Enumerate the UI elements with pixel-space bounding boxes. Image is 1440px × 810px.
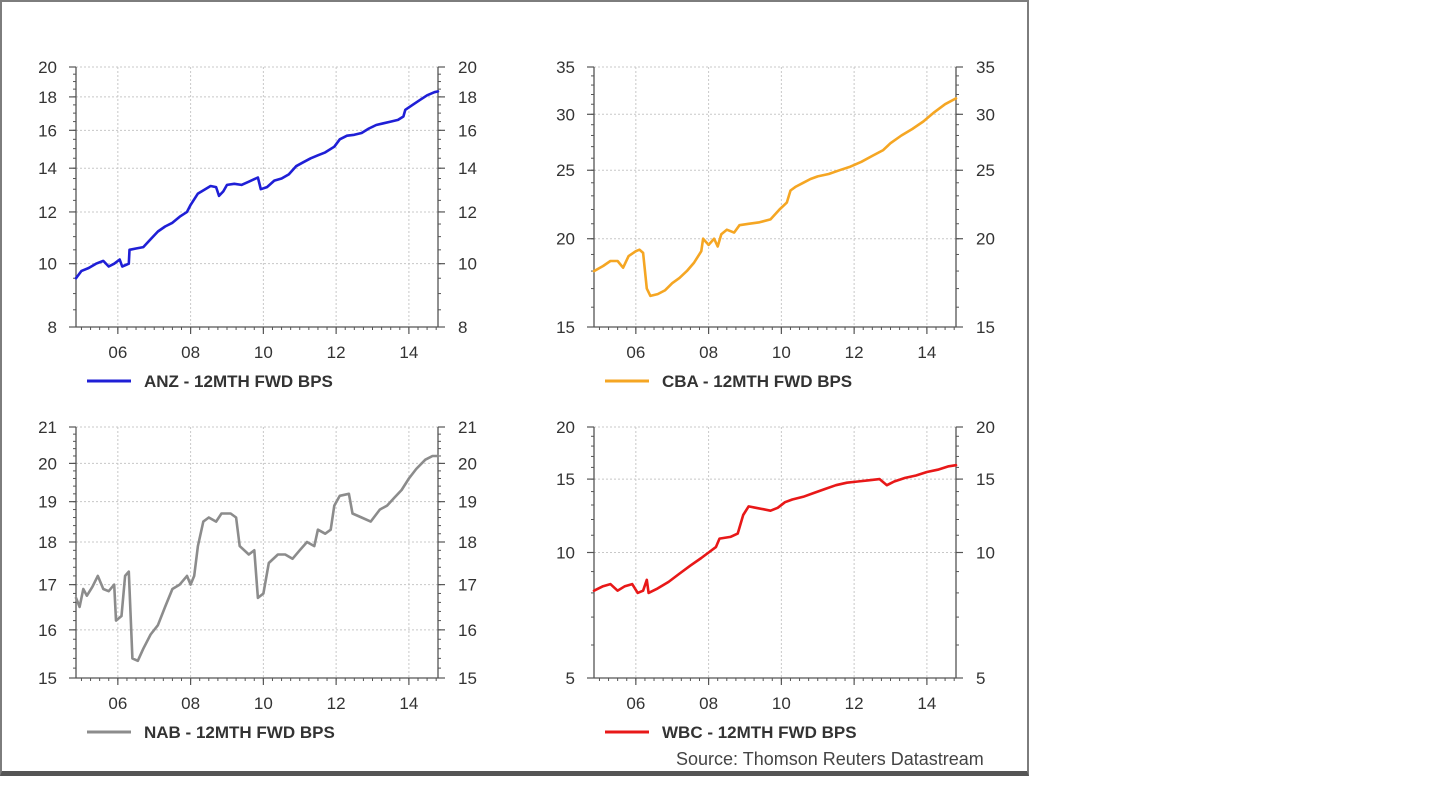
y-tick-label-left: 20 <box>38 454 57 473</box>
y-tick-label-left: 20 <box>556 230 575 249</box>
y-tick-label-left: 12 <box>38 203 57 222</box>
y-tick-label-left: 16 <box>38 121 57 140</box>
charts-canvas: 8 8 10 10 12 12 14 14 16 16 18 18 20 20 06 08 10 12 14 ANZ … <box>38 58 995 742</box>
y-tick-label-left: 10 <box>556 544 575 563</box>
y-tick-label-left: 8 <box>48 318 57 337</box>
legend-label: CBA - 12MTH FWD BPS <box>662 372 852 391</box>
chart-frame <box>0 0 1029 776</box>
legend-label: ANZ - 12MTH FWD BPS <box>144 372 333 391</box>
y-tick-label-left: 5 <box>566 669 575 688</box>
y-tick-label-right: 20 <box>976 230 995 249</box>
x-tick-label: 10 <box>254 343 273 362</box>
x-tick-label: 12 <box>845 343 864 362</box>
x-tick-label: 12 <box>327 343 346 362</box>
y-tick-label-left: 20 <box>556 418 575 437</box>
y-tick-label-right: 16 <box>458 121 477 140</box>
series-line-nab <box>74 454 440 663</box>
x-tick-label: 10 <box>772 343 791 362</box>
y-tick-label-left: 18 <box>38 533 57 552</box>
y-tick-label-left: 18 <box>38 88 57 107</box>
y-tick-label-left: 15 <box>556 318 575 337</box>
x-tick-label: 08 <box>699 694 718 713</box>
x-tick-label: 14 <box>917 343 936 362</box>
y-tick-label-right: 10 <box>458 255 477 274</box>
x-tick-label: 14 <box>917 694 936 713</box>
x-tick-label: 14 <box>399 694 418 713</box>
source-note: Source: Thomson Reuters Datastream <box>676 749 984 769</box>
y-tick-label-right: 8 <box>458 318 467 337</box>
y-tick-label-right: 14 <box>458 159 477 178</box>
series-line-wbc <box>592 463 958 595</box>
legend-label: WBC - 12MTH FWD BPS <box>662 723 857 742</box>
x-tick-label: 08 <box>181 694 200 713</box>
y-tick-label-right: 18 <box>458 533 477 552</box>
y-tick-label-right: 18 <box>458 88 477 107</box>
y-tick-label-right: 12 <box>458 203 477 222</box>
y-tick-label-right: 35 <box>976 58 995 77</box>
x-tick-label: 12 <box>327 694 346 713</box>
chart-panel-wbc: 5 5 10 10 15 15 20 20 06 08 10 12 14 WBC - 12MTH FWD … <box>556 418 995 742</box>
y-tick-label-right: 20 <box>976 418 995 437</box>
x-tick-label: 06 <box>626 694 645 713</box>
y-tick-label-left: 35 <box>556 58 575 77</box>
y-tick-label-right: 20 <box>458 454 477 473</box>
series-line-anz <box>74 90 440 280</box>
x-tick-label: 08 <box>181 343 200 362</box>
y-tick-label-left: 17 <box>38 576 57 595</box>
y-tick-label-right: 15 <box>458 669 477 688</box>
y-tick-label-right: 19 <box>458 493 477 512</box>
series-line-cba <box>592 97 958 298</box>
x-tick-label: 06 <box>108 694 127 713</box>
y-tick-label-left: 20 <box>38 58 57 77</box>
y-tick-label-left: 25 <box>556 161 575 180</box>
y-tick-label-left: 10 <box>38 255 57 274</box>
x-tick-label: 06 <box>626 343 645 362</box>
y-tick-label-right: 21 <box>458 418 477 437</box>
y-tick-label-right: 16 <box>458 621 477 640</box>
y-tick-label-right: 15 <box>976 318 995 337</box>
y-tick-label-right: 30 <box>976 105 995 124</box>
y-tick-label-left: 14 <box>38 159 57 178</box>
x-tick-label: 08 <box>699 343 718 362</box>
x-tick-label: 12 <box>845 694 864 713</box>
y-tick-label-right: 10 <box>976 544 995 563</box>
x-tick-label: 06 <box>108 343 127 362</box>
y-tick-label-left: 15 <box>556 470 575 489</box>
y-tick-label-right: 20 <box>458 58 477 77</box>
y-tick-label-left: 19 <box>38 493 57 512</box>
chart-panel-anz: 8 8 10 10 12 12 14 14 16 16 18 18 20 20 06 08 10 12 14 ANZ … <box>38 58 477 391</box>
x-tick-label: 10 <box>772 694 791 713</box>
y-tick-label-left: 30 <box>556 105 575 124</box>
chart-panel-nab: 15 15 16 16 17 17 18 18 19 19 20 20 21 21 06 08 10 12 14 NA… <box>38 418 477 742</box>
legend-label: NAB - 12MTH FWD BPS <box>144 723 335 742</box>
y-tick-label-left: 15 <box>38 669 57 688</box>
y-tick-label-right: 15 <box>976 470 995 489</box>
y-tick-label-left: 16 <box>38 621 57 640</box>
y-tick-label-left: 21 <box>38 418 57 437</box>
x-tick-label: 14 <box>399 343 418 362</box>
x-tick-label: 10 <box>254 694 273 713</box>
y-tick-label-right: 25 <box>976 161 995 180</box>
y-tick-label-right: 5 <box>976 669 985 688</box>
chart-panel-cba: 15 15 20 20 25 25 30 30 35 35 06 08 10 12 14 CBA - 12MT… <box>556 58 995 391</box>
y-tick-label-right: 17 <box>458 576 477 595</box>
